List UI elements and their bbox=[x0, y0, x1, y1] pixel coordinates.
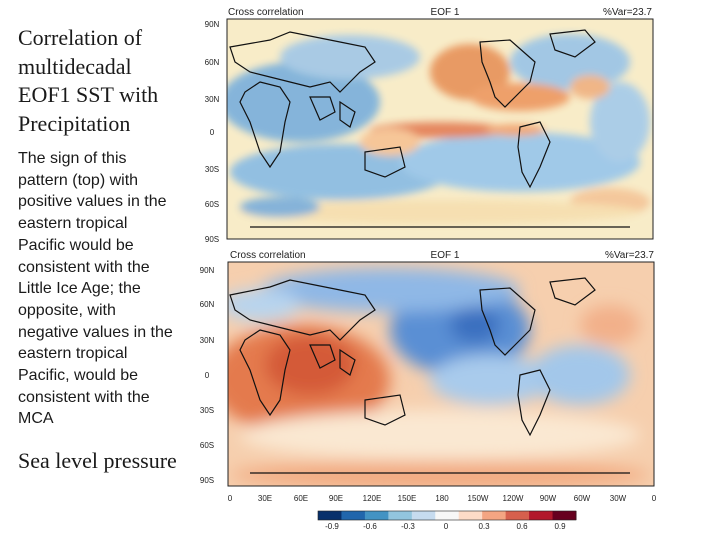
slp-correlation-map: Cross correlation EOF 1 %Var=23.7 90N bbox=[200, 250, 657, 531]
colorbar-swatch bbox=[435, 511, 460, 520]
lat-label: 30N bbox=[200, 336, 215, 345]
lat-label: 90N bbox=[200, 266, 215, 275]
coastlines bbox=[229, 277, 630, 474]
colorbar-label: 0.6 bbox=[516, 522, 528, 531]
map-header-right: %Var=23.7 bbox=[605, 250, 654, 261]
map-header-left: Cross correlation bbox=[230, 250, 306, 261]
lon-label: 30W bbox=[610, 494, 627, 503]
precip-field bbox=[227, 19, 653, 239]
lat-label: 30S bbox=[205, 165, 219, 174]
colorbar-border bbox=[317, 510, 577, 521]
colorbar bbox=[317, 510, 577, 521]
coastlines bbox=[229, 29, 630, 228]
colorbar-swatch bbox=[364, 511, 389, 520]
colorbar-swatch bbox=[411, 511, 436, 520]
colorbar-swatch bbox=[529, 511, 554, 520]
lat-label: 30N bbox=[205, 95, 220, 104]
colorbar-swatch bbox=[505, 511, 530, 520]
lat-label: 0 bbox=[210, 128, 215, 137]
lat-label: 60S bbox=[205, 200, 219, 209]
lat-label: 60N bbox=[205, 58, 220, 67]
lat-label: 90N bbox=[205, 20, 220, 29]
colorbar-swatch bbox=[552, 511, 577, 520]
lon-label: 120E bbox=[363, 494, 382, 503]
precipitation-correlation-map: Cross correlation EOF 1 %Var=23.7 bbox=[205, 7, 654, 244]
map-header-center: EOF 1 bbox=[431, 7, 460, 18]
lon-label: 180 bbox=[435, 494, 449, 503]
map-header-center: EOF 1 bbox=[431, 250, 460, 261]
slide-title: Correlation of multidecadal EOF1 SST wit… bbox=[18, 25, 159, 136]
lon-label: 120W bbox=[503, 494, 524, 503]
map-header-left: Cross correlation bbox=[228, 7, 304, 18]
lon-label: 30E bbox=[258, 494, 272, 503]
lon-label: 0 bbox=[228, 494, 233, 503]
map-header-right: %Var=23.7 bbox=[603, 7, 652, 18]
colorbar-label: 0 bbox=[444, 522, 449, 531]
colorbar-swatch bbox=[388, 511, 413, 520]
slide-body-text: The sign of this pattern (top) with posi… bbox=[18, 150, 173, 428]
colorbar-swatch bbox=[482, 511, 507, 520]
colorbar-label: -0.6 bbox=[363, 522, 377, 531]
colorbar-label: 0.9 bbox=[554, 522, 566, 531]
lon-label: 150W bbox=[468, 494, 489, 503]
colorbar-label: 0.3 bbox=[478, 522, 490, 531]
colorbar-swatch bbox=[458, 511, 483, 520]
colorbar-swatch bbox=[341, 511, 366, 520]
lat-label: 60S bbox=[200, 441, 214, 450]
lat-label: 90S bbox=[205, 235, 219, 244]
colorbar-label: -0.9 bbox=[325, 522, 339, 531]
lon-label: 0 bbox=[652, 494, 657, 503]
lon-label: 90W bbox=[540, 494, 557, 503]
colorbar-label: -0.3 bbox=[401, 522, 415, 531]
lon-label: 150E bbox=[398, 494, 417, 503]
lat-label: 60N bbox=[200, 300, 215, 309]
lat-label: 0 bbox=[205, 371, 210, 380]
lon-label: 60E bbox=[294, 494, 308, 503]
lon-label: 60W bbox=[574, 494, 591, 503]
lat-label: 30S bbox=[200, 406, 214, 415]
colorbar-swatch bbox=[318, 511, 342, 520]
lon-label: 90E bbox=[329, 494, 343, 503]
lat-label: 90S bbox=[200, 476, 214, 485]
slide-footer-text: Sea level pressure bbox=[18, 448, 177, 473]
